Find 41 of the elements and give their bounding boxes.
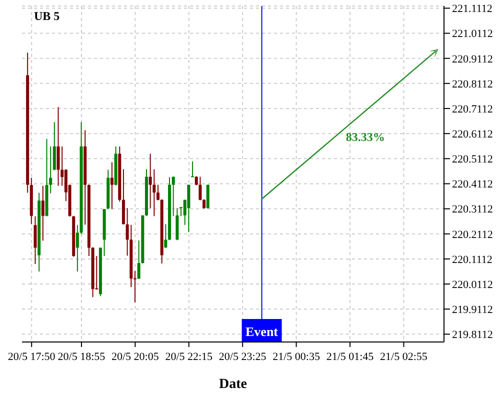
y-tick-label: 220.8112: [452, 78, 493, 90]
candlestick: [191, 160, 194, 178]
candlestick: [202, 198, 206, 210]
candlestick: [76, 224, 79, 272]
y-tick-label: 220.6112: [452, 128, 493, 140]
y-tick-label: 220.1112: [452, 254, 492, 266]
candlestick: [133, 270, 136, 303]
candlestick: [41, 185, 44, 242]
candlestick: [34, 216, 37, 265]
candlestick: [49, 146, 52, 194]
y-tick-label: 220.3112: [452, 204, 493, 216]
candlestick: [156, 184, 160, 201]
x-tick-label: 20/5 20:05: [111, 351, 160, 363]
candlestick: [206, 184, 210, 210]
candlestick: [198, 176, 202, 201]
y-tick-label: 220.7112: [452, 103, 493, 116]
x-axis-title: Date: [219, 377, 247, 392]
candlestick: [56, 106, 60, 186]
y-tick-label: 220.0112: [452, 278, 493, 291]
annotation: 83.33%: [346, 130, 385, 144]
annotation: Event: [246, 324, 279, 339]
x-tick-label: 21/5 00:35: [272, 351, 320, 363]
y-tick-label: 220.2112: [452, 228, 493, 241]
x-tick-label: 20/5 18:55: [58, 351, 106, 363]
y-tick-label: 220.5112: [452, 154, 493, 166]
y-tick-label: 219.8112: [452, 329, 493, 342]
x-tick-label: 20/5 23:25: [218, 351, 267, 363]
y-tick-label: 221.0112: [452, 28, 493, 40]
x-tick-label: 21/5 01:45: [326, 351, 374, 363]
x-tick-label: 20/5 17:50: [8, 351, 56, 363]
y-tick-label: 220.4112: [452, 178, 493, 191]
candlestick: [52, 122, 56, 171]
x-tick-label: 21/5 02:55: [380, 351, 428, 363]
y-tick-label: 220.9112: [452, 53, 493, 66]
candlestick: [164, 224, 168, 248]
chart-title: UB 5: [34, 9, 60, 24]
x-tick-label: 20/5 22:15: [165, 351, 214, 363]
candlestick: [110, 162, 114, 210]
y-tick-label: 219.9112: [452, 304, 493, 316]
y-tick-label: 221.1112: [452, 3, 492, 16]
candlestick: [187, 184, 190, 233]
